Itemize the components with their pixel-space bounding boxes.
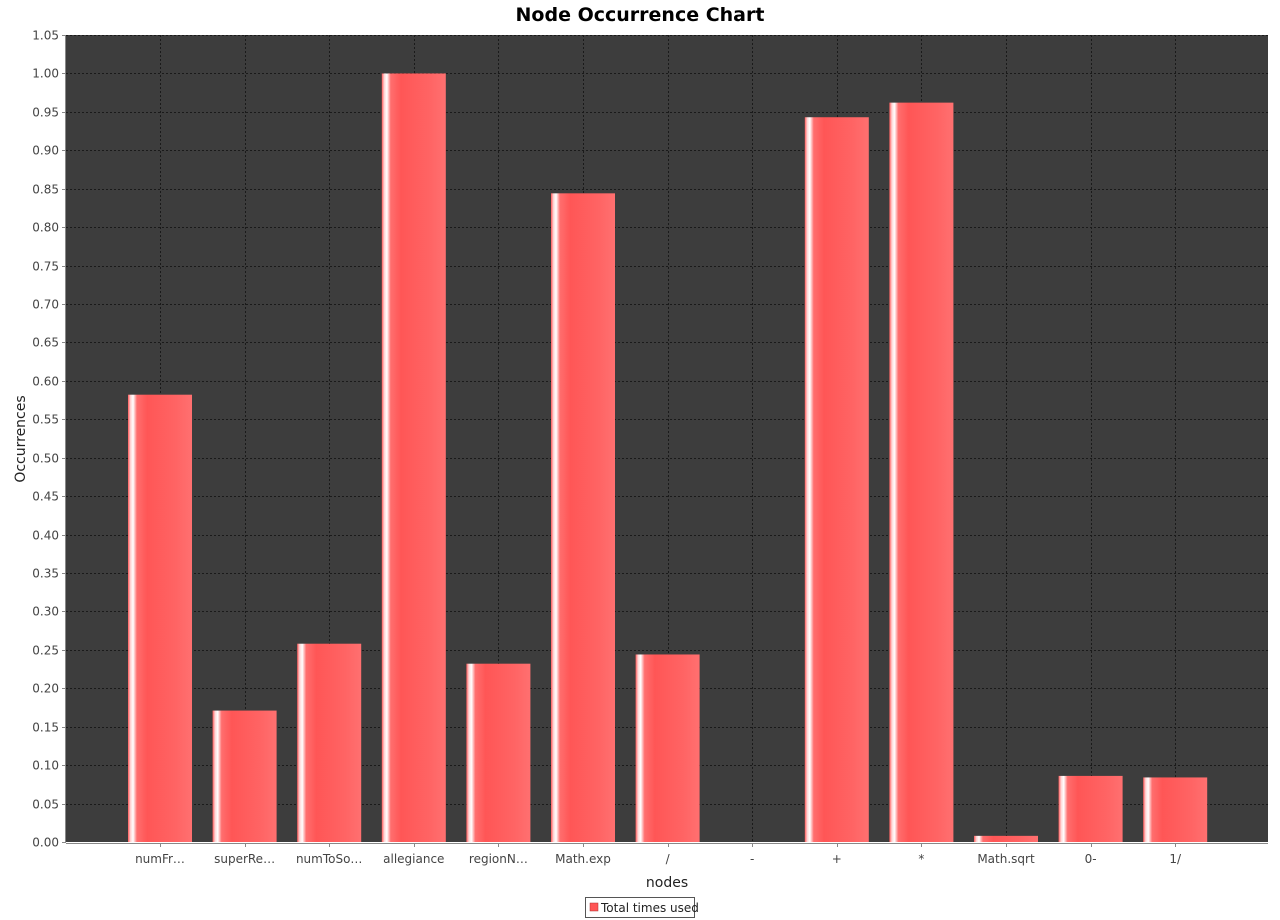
bar bbox=[212, 710, 277, 842]
bar bbox=[381, 73, 446, 842]
y-tick-label: 0.75 bbox=[32, 260, 59, 274]
bar bbox=[804, 117, 869, 843]
x-tick-label: numFr… bbox=[135, 852, 185, 866]
y-tick-label: 0.80 bbox=[32, 221, 59, 235]
y-tick-label: 0.85 bbox=[32, 183, 59, 197]
y-tick-label: 1.00 bbox=[32, 67, 59, 81]
x-tick-label: * bbox=[918, 852, 924, 866]
bar bbox=[1058, 775, 1123, 842]
y-tick-label: 0.30 bbox=[32, 605, 59, 619]
bar bbox=[551, 193, 615, 843]
legend: Total times used bbox=[585, 897, 699, 918]
x-axis-ticks: numFr… superRe… numToSo… allegiance regionN…… bbox=[135, 843, 1182, 866]
x-tick-label: Math.exp bbox=[555, 852, 611, 866]
bar bbox=[635, 654, 700, 842]
y-tick-label: 0.90 bbox=[32, 144, 59, 158]
legend-label: Total times used bbox=[600, 901, 699, 915]
y-tick-label: 0.95 bbox=[32, 106, 59, 120]
x-tick-label: regionN… bbox=[469, 852, 528, 866]
x-tick-label: 0- bbox=[1085, 852, 1097, 866]
y-tick-label: 0.10 bbox=[32, 759, 59, 773]
y-axis-ticks: 0.00 0.05 0.10 0.15 0.20 0.25 0.30 0.35 0.40 0.45… bbox=[32, 29, 66, 850]
x-tick-label: + bbox=[832, 852, 842, 866]
x-axis-title: nodes bbox=[646, 875, 688, 891]
bar bbox=[974, 835, 1038, 842]
y-tick-label: 0.15 bbox=[32, 721, 59, 735]
y-tick-label: 0.65 bbox=[32, 336, 59, 350]
y-tick-label: 1.05 bbox=[32, 29, 59, 43]
y-tick-label: 0.60 bbox=[32, 375, 59, 389]
bars bbox=[128, 73, 1208, 843]
y-tick-label: 0.25 bbox=[32, 644, 59, 658]
x-tick-label: Math.sqrt bbox=[977, 852, 1035, 866]
chart-title: Node Occurrence Chart bbox=[516, 4, 765, 26]
bar bbox=[1143, 777, 1208, 842]
legend-box bbox=[585, 897, 695, 918]
bar bbox=[297, 643, 362, 842]
y-tick-label: 0.05 bbox=[32, 798, 59, 812]
y-tick-label: 0.20 bbox=[32, 682, 59, 696]
bar bbox=[128, 394, 192, 842]
y-axis-title: Occurrences bbox=[13, 395, 29, 482]
y-tick-label: 0.40 bbox=[32, 529, 59, 543]
bar bbox=[889, 102, 954, 843]
bar bbox=[466, 663, 531, 842]
y-tick-label: 0.35 bbox=[32, 567, 59, 581]
x-tick-label: - bbox=[750, 852, 754, 866]
y-tick-label: 0.45 bbox=[32, 490, 59, 504]
y-tick-label: 0.55 bbox=[32, 413, 59, 427]
x-tick-label: superRe… bbox=[214, 852, 275, 866]
y-tick-label: 0.70 bbox=[32, 298, 59, 312]
x-tick-label: allegiance bbox=[383, 852, 444, 866]
x-tick-label: numToSo… bbox=[296, 852, 363, 866]
x-tick-label: / bbox=[666, 852, 671, 866]
y-tick-label: 0.00 bbox=[32, 836, 59, 850]
y-tick-label: 0.50 bbox=[32, 452, 59, 466]
legend-swatch bbox=[589, 902, 599, 912]
x-tick-label: 1/ bbox=[1169, 852, 1182, 866]
